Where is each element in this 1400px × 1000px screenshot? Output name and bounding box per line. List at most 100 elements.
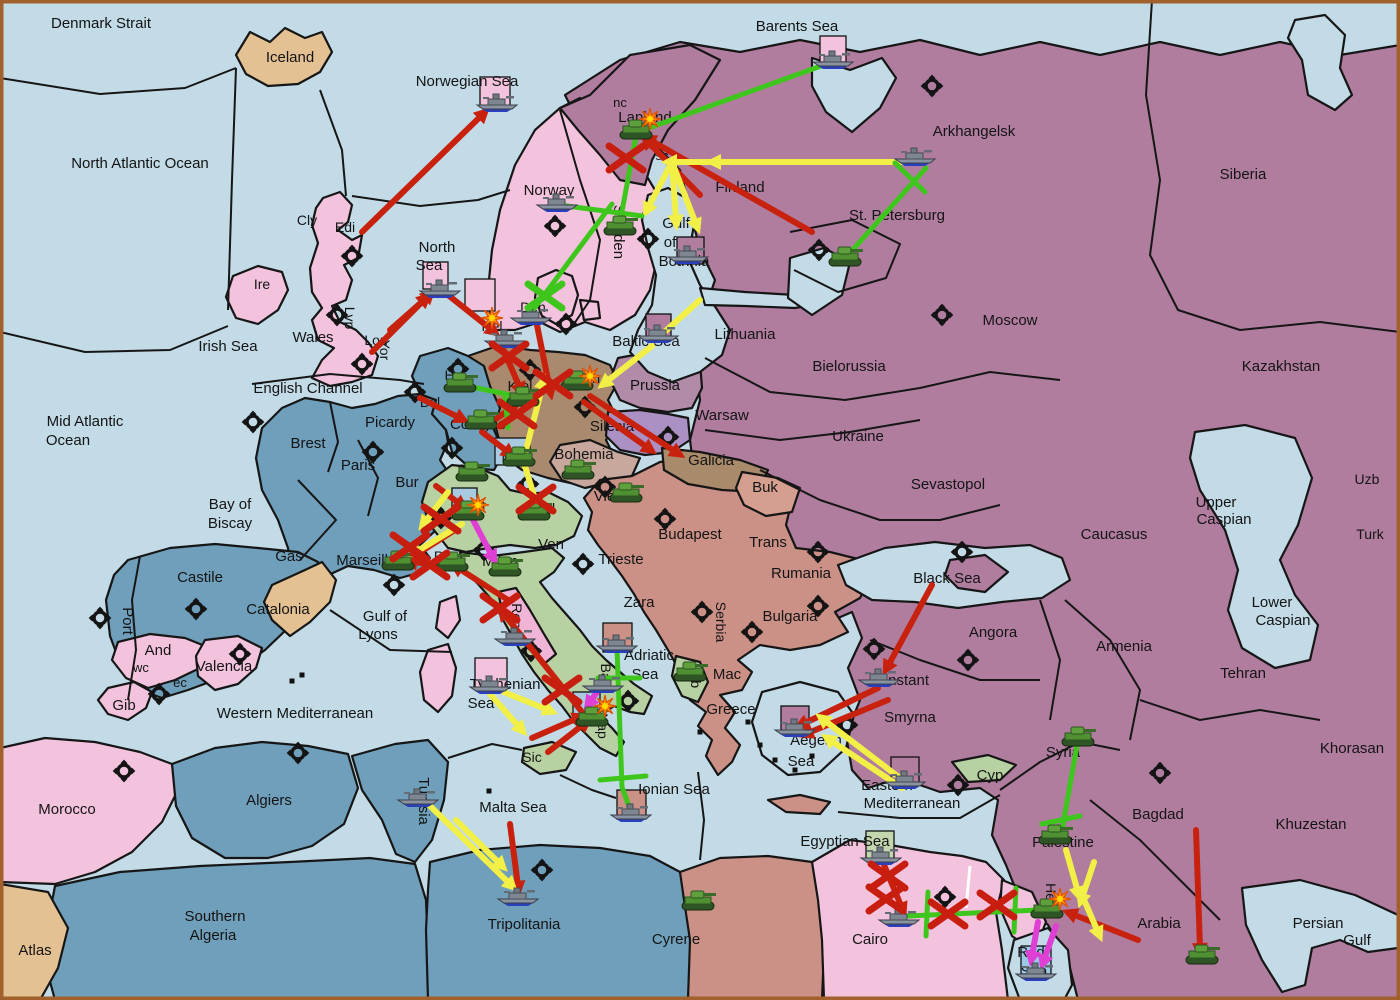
- order-line-r: [507, 821, 521, 889]
- territory-morocco[interactable]: [0, 736, 180, 886]
- x-stroke: [605, 142, 647, 174]
- label-lower: Lower: [1252, 594, 1293, 611]
- cut-support-x: [524, 280, 566, 312]
- order-line-r: [1069, 911, 1141, 943]
- border-line: [297, 479, 337, 561]
- territory-persian-gulf[interactable]: [1240, 878, 1400, 994]
- territory-lapland[interactable]: [558, 43, 722, 187]
- label-bur: Bur: [395, 474, 418, 491]
- unit-label-box: [464, 278, 496, 312]
- border-line: [227, 67, 237, 311]
- order-line-g: [597, 773, 649, 783]
- territory-cyprus[interactable]: [950, 753, 1018, 784]
- territory-gibraltar[interactable]: [96, 680, 154, 722]
- territory-ob-inlet[interactable]: [1286, 13, 1354, 112]
- island-dot: [486, 788, 492, 794]
- label-mac: Mac: [713, 666, 742, 683]
- territory-russia[interactable]: [563, 38, 1400, 1000]
- border-line: [999, 741, 1121, 791]
- order-line-y: [1079, 859, 1097, 901]
- label-smyrna: Smyrna: [884, 709, 936, 726]
- territory-iceland[interactable]: [234, 26, 334, 88]
- order-arrowhead: [1024, 949, 1041, 967]
- order-arrowhead: [540, 700, 559, 716]
- order-line-g: [635, 59, 835, 135]
- label-caucasus: Caucasus: [1081, 526, 1148, 543]
- order-arrowhead: [597, 372, 615, 389]
- territory-catalonia[interactable]: [262, 560, 338, 638]
- order-line-m: [1041, 923, 1059, 963]
- order-line-r: [800, 685, 881, 727]
- order-line-y: [657, 297, 703, 339]
- label-sea: Sea: [468, 695, 495, 712]
- order-arrowhead: [510, 718, 528, 737]
- failed-order-x: [496, 398, 538, 430]
- territory-crete[interactable]: [766, 793, 832, 816]
- border-line: [837, 794, 1001, 819]
- order-line-y: [827, 737, 905, 791]
- label-trans: Trans: [749, 534, 787, 551]
- label-castile: Castile: [177, 569, 223, 586]
- x-stroke: [865, 883, 907, 915]
- order-arrowhead: [1061, 908, 1080, 924]
- territory-corsica[interactable]: [434, 594, 462, 640]
- label-irish-sea: Irish Sea: [198, 338, 258, 355]
- label-paris: Paris: [341, 457, 375, 474]
- x-stroke: [927, 898, 969, 930]
- x-stroke: [532, 368, 574, 400]
- territory-algiers[interactable]: [170, 740, 360, 860]
- territory-denmark-isles[interactable]: [578, 298, 602, 322]
- label-egyptian-sea: Egyptian Sea: [800, 833, 890, 850]
- label-moscow: Moscow: [982, 312, 1037, 329]
- territory-cyrenaica[interactable]: [678, 854, 828, 1000]
- order-line-g: [892, 160, 928, 195]
- territory-sardinia[interactable]: [418, 642, 458, 714]
- border-line: [327, 401, 339, 473]
- border-line: [704, 357, 1061, 401]
- border-line: [351, 189, 511, 207]
- order-arrowhead: [882, 657, 898, 676]
- label-cyrene: Cyrene: [652, 931, 700, 948]
- order-arrowhead: [815, 713, 833, 730]
- label-north-atlantic-ocean: North Atlantic Ocean: [71, 155, 209, 172]
- territory-caspian[interactable]: [1188, 423, 1320, 670]
- dislodged-burst-icon: [480, 306, 504, 330]
- label-gulf: Gulf: [1343, 932, 1371, 949]
- x-stroke: [488, 340, 530, 372]
- territory-alpine[interactable]: [420, 463, 584, 554]
- label-ukraine: Ukraine: [832, 428, 884, 445]
- island-dot: [809, 753, 815, 759]
- label-atlas: Atlas: [18, 942, 51, 959]
- label-barents-sea: Barents Sea: [756, 18, 839, 35]
- label-algeria: Algeria: [190, 927, 237, 944]
- label-rumania: Rumania: [771, 565, 832, 582]
- label-ire: Ire: [254, 276, 271, 292]
- label-gib: Gib: [112, 697, 135, 714]
- territory-ireland[interactable]: [224, 264, 290, 326]
- label-lithuania: Lithuania: [715, 326, 777, 343]
- label-gulf-of: Gulf of: [363, 608, 408, 625]
- territory-white-sea[interactable]: [810, 56, 898, 134]
- label-algiers: Algiers: [246, 792, 292, 809]
- territory-atlas[interactable]: [0, 882, 70, 1000]
- label-bulgaria: Bulgaria: [762, 608, 818, 625]
- territory-lowlands[interactable]: [410, 346, 506, 472]
- border-line: [559, 109, 601, 331]
- territory-crimea[interactable]: [943, 553, 1010, 594]
- order-arrowhead: [820, 733, 839, 750]
- label-prussia: Prussia: [630, 377, 681, 394]
- order-line-y: [645, 159, 675, 211]
- label-warsaw: Warsaw: [695, 407, 749, 424]
- island-dot: [289, 678, 295, 684]
- label-gas: Gas: [275, 548, 303, 565]
- border-line: [251, 373, 425, 385]
- territory-sicily[interactable]: [520, 740, 578, 776]
- order-line-r: [479, 429, 511, 455]
- order-line-r: [545, 721, 587, 755]
- border-line: [0, 67, 237, 95]
- order-arrowhead: [667, 214, 684, 231]
- label-zara: Zara: [624, 594, 656, 611]
- territory-britain[interactable]: [308, 190, 380, 388]
